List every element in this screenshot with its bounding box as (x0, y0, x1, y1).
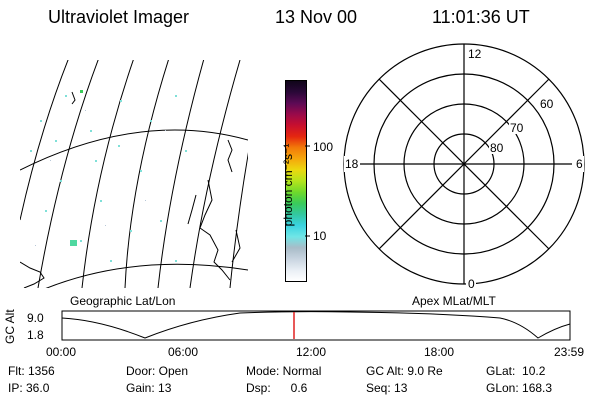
coastline (231, 229, 241, 263)
latitude-line (20, 129, 248, 171)
altitude-curve (61, 311, 571, 339)
emission-speckles (30, 90, 187, 262)
longitude-line (20, 60, 69, 221)
colorbar-tick-100: 100 (313, 140, 334, 154)
mlat-label-80: 80 (490, 141, 504, 155)
instrument-title: Ultraviolet Imager (48, 7, 190, 27)
longitude-line (124, 60, 169, 288)
polar-diagonal (378, 78, 550, 250)
info-glon: GLon: 168.3 (486, 381, 553, 395)
coastline (199, 179, 231, 281)
timeline-xtick: 06:00 (168, 345, 199, 359)
longitude-line (81, 60, 134, 288)
mlat-label-60: 60 (540, 97, 554, 111)
map-caption: Geographic Lat/Lon (70, 294, 176, 308)
coastline (20, 261, 45, 288)
info-gc-alt: GC Alt: 9.0 Re (366, 364, 443, 378)
timeline-ytick-low: 1.8 (27, 328, 44, 342)
mlat-label-70: 70 (510, 121, 524, 135)
latitude-line (45, 263, 248, 288)
info-door: Door: Open (126, 364, 189, 378)
longitude-line (189, 60, 241, 288)
colorbar-tick-10: 10 (313, 229, 327, 243)
timeline-frame (61, 310, 571, 341)
info-dsp: Dsp: 0.6 (246, 381, 308, 395)
longitude-line (229, 152, 248, 288)
mlt-label-6: 6 (576, 157, 583, 171)
mlt-label-12: 12 (468, 47, 482, 61)
longitude-line (37, 60, 99, 288)
timeline-ylabel: GC Alt (3, 309, 17, 344)
info-ip: IP: 36.0 (8, 381, 50, 395)
info-glat: GLat: 10.2 (486, 364, 546, 378)
timeline-xtick: 12:00 (296, 345, 327, 359)
coastline (227, 139, 233, 173)
timeline-xtick: 23:59 (554, 345, 585, 359)
coastline (187, 194, 197, 225)
info-gain: Gain: 13 (126, 381, 172, 395)
time-label: 11:01:36 UT (432, 7, 530, 27)
date-label: 13 Nov 00 (275, 7, 358, 27)
info-mode: Mode: Normal (246, 364, 322, 378)
info-flight: Flt: 1356 (8, 364, 55, 378)
timeline-xtick: 18:00 (424, 345, 455, 359)
timeline-xtick: 00:00 (46, 345, 77, 359)
colorbar (285, 80, 307, 282)
polar-caption: Apex MLat/MLT (412, 294, 496, 308)
mlt-label-0: 0 (468, 277, 475, 291)
info-seq: Seq: 13 (366, 381, 408, 395)
coastline (71, 91, 76, 105)
timeline-ytick-high: 9.0 (27, 311, 44, 325)
longitude-line (157, 60, 205, 288)
mlt-label-18: 18 (345, 157, 359, 171)
